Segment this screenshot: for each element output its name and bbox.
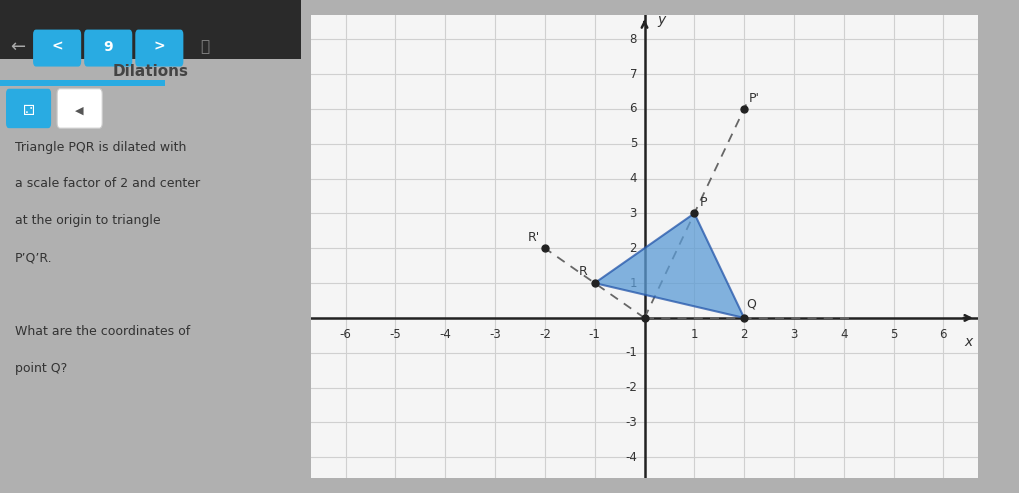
Text: -1: -1	[626, 346, 637, 359]
FancyBboxPatch shape	[0, 0, 301, 59]
FancyBboxPatch shape	[6, 89, 51, 128]
Text: 1: 1	[691, 328, 698, 341]
Text: 1: 1	[630, 277, 637, 289]
Text: 9: 9	[103, 40, 113, 54]
Text: a scale factor of 2 and center: a scale factor of 2 and center	[15, 177, 200, 190]
Text: ⛶: ⛶	[200, 39, 209, 54]
Text: P’Q’R.: P’Q’R.	[15, 251, 53, 264]
Text: ⚁: ⚁	[22, 104, 35, 118]
Text: -4: -4	[626, 451, 637, 464]
Text: -3: -3	[489, 328, 501, 341]
Text: 7: 7	[630, 68, 637, 80]
Text: P: P	[699, 196, 707, 209]
FancyBboxPatch shape	[0, 80, 165, 86]
Text: 3: 3	[791, 328, 798, 341]
Text: 5: 5	[890, 328, 898, 341]
Text: -6: -6	[339, 328, 352, 341]
Text: -5: -5	[389, 328, 401, 341]
Text: -1: -1	[589, 328, 600, 341]
Text: y: y	[657, 13, 665, 27]
Text: R: R	[579, 265, 587, 278]
FancyBboxPatch shape	[33, 30, 82, 67]
Text: <: <	[51, 40, 63, 54]
Text: 2: 2	[741, 328, 748, 341]
Text: Triangle PQR is dilated with: Triangle PQR is dilated with	[15, 141, 186, 153]
Text: R': R'	[528, 231, 540, 244]
FancyBboxPatch shape	[136, 30, 183, 67]
Text: 8: 8	[630, 33, 637, 46]
Text: -2: -2	[626, 381, 637, 394]
Text: >: >	[154, 40, 165, 54]
Text: x: x	[964, 335, 972, 350]
Text: 6: 6	[630, 103, 637, 115]
FancyBboxPatch shape	[85, 30, 132, 67]
Text: Q: Q	[747, 298, 756, 311]
Text: 6: 6	[940, 328, 947, 341]
Text: at the origin to triangle: at the origin to triangle	[15, 214, 161, 227]
FancyBboxPatch shape	[57, 89, 102, 128]
Text: What are the coordinates of: What are the coordinates of	[15, 325, 191, 338]
Text: point Q?: point Q?	[15, 362, 67, 375]
Text: -2: -2	[539, 328, 551, 341]
Text: P': P'	[749, 92, 760, 106]
Text: 4: 4	[840, 328, 848, 341]
Text: -4: -4	[439, 328, 451, 341]
Text: -3: -3	[626, 416, 637, 429]
Text: Dilations: Dilations	[112, 64, 189, 79]
Polygon shape	[595, 213, 744, 318]
Text: ◀: ◀	[75, 106, 84, 116]
Text: 5: 5	[630, 137, 637, 150]
Text: 3: 3	[630, 207, 637, 220]
Text: 4: 4	[630, 172, 637, 185]
Text: ←: ←	[10, 38, 25, 56]
Text: 2: 2	[630, 242, 637, 255]
